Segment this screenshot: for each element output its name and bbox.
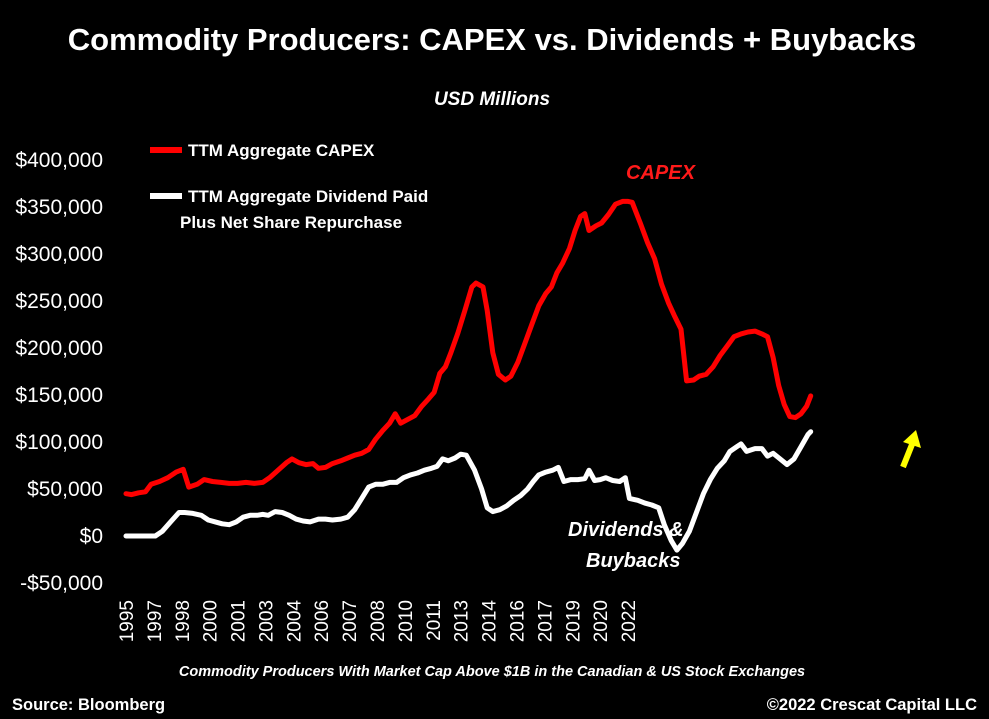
x-tick-label: 2013: [452, 600, 473, 642]
x-tick-label: 1998: [173, 600, 194, 642]
x-tick-label: 2017: [535, 600, 556, 642]
x-tick-label: 2007: [340, 600, 361, 642]
legend: TTM Aggregate CAPEX TTM Aggregate Divide…: [150, 141, 428, 232]
x-tick-label: 2022: [619, 600, 640, 642]
x-tick-label: 2019: [563, 600, 584, 642]
chart-title: Commodity Producers: CAPEX vs. Dividends…: [68, 22, 916, 57]
y-tick-label: $350,000: [15, 196, 103, 219]
x-tick-label: 2003: [256, 600, 277, 642]
x-tick-label: 1995: [117, 600, 138, 642]
source-label: Source: Bloomberg: [12, 696, 165, 714]
legend-label-capex: TTM Aggregate CAPEX: [188, 141, 375, 160]
dividends-series-line: [123, 429, 814, 553]
y-tick-label: $0: [80, 525, 103, 548]
x-tick-label: 2006: [312, 600, 333, 642]
x-tick-label: 2004: [284, 600, 305, 643]
dividends-annotation-line1: Dividends &: [568, 519, 684, 541]
x-tick-label: 2011: [424, 600, 445, 641]
y-tick-label: $400,000: [15, 149, 103, 172]
y-tick-label: $300,000: [15, 243, 103, 266]
copyright-label: ©2022 Crescat Capital LLC: [767, 696, 977, 714]
y-tick-label: $250,000: [15, 290, 103, 313]
x-tick-label: 2020: [591, 600, 612, 642]
footnote: Commodity Producers With Market Cap Abov…: [179, 664, 805, 680]
legend-label-dividends-line2: Plus Net Share Repurchase: [180, 213, 402, 232]
x-tick-label: 2016: [507, 600, 528, 642]
x-tick-label: 2010: [396, 600, 417, 642]
y-tick-label: -$50,000: [20, 572, 103, 595]
x-tick-label: 1997: [145, 600, 166, 642]
legend-label-dividends-line1: TTM Aggregate Dividend Paid: [188, 187, 428, 206]
capex-annotation: CAPEX: [626, 162, 697, 184]
capex-series-line: [123, 198, 814, 498]
x-tick-label: 2014: [480, 600, 501, 643]
y-axis: -$50,000 $0 $50,000 $100,000 $150,000 $200,00…: [15, 149, 103, 595]
up-arrow-icon: [900, 430, 921, 469]
plot-area: [123, 198, 814, 553]
x-tick-label: 2000: [201, 600, 222, 642]
dividends-annotation-line2: Buybacks: [586, 550, 681, 572]
x-tick-label: 2001: [229, 600, 250, 642]
y-tick-label: $50,000: [27, 478, 103, 501]
x-axis: 1995 1997 1998 2000 2001 2003 2004 2006 2007 2008…: [117, 600, 640, 643]
x-tick-label: 2008: [368, 600, 389, 642]
y-tick-label: $200,000: [15, 337, 103, 360]
y-tick-label: $150,000: [15, 384, 103, 407]
chart-subtitle: USD Millions: [434, 89, 550, 110]
y-tick-label: $100,000: [15, 431, 103, 454]
